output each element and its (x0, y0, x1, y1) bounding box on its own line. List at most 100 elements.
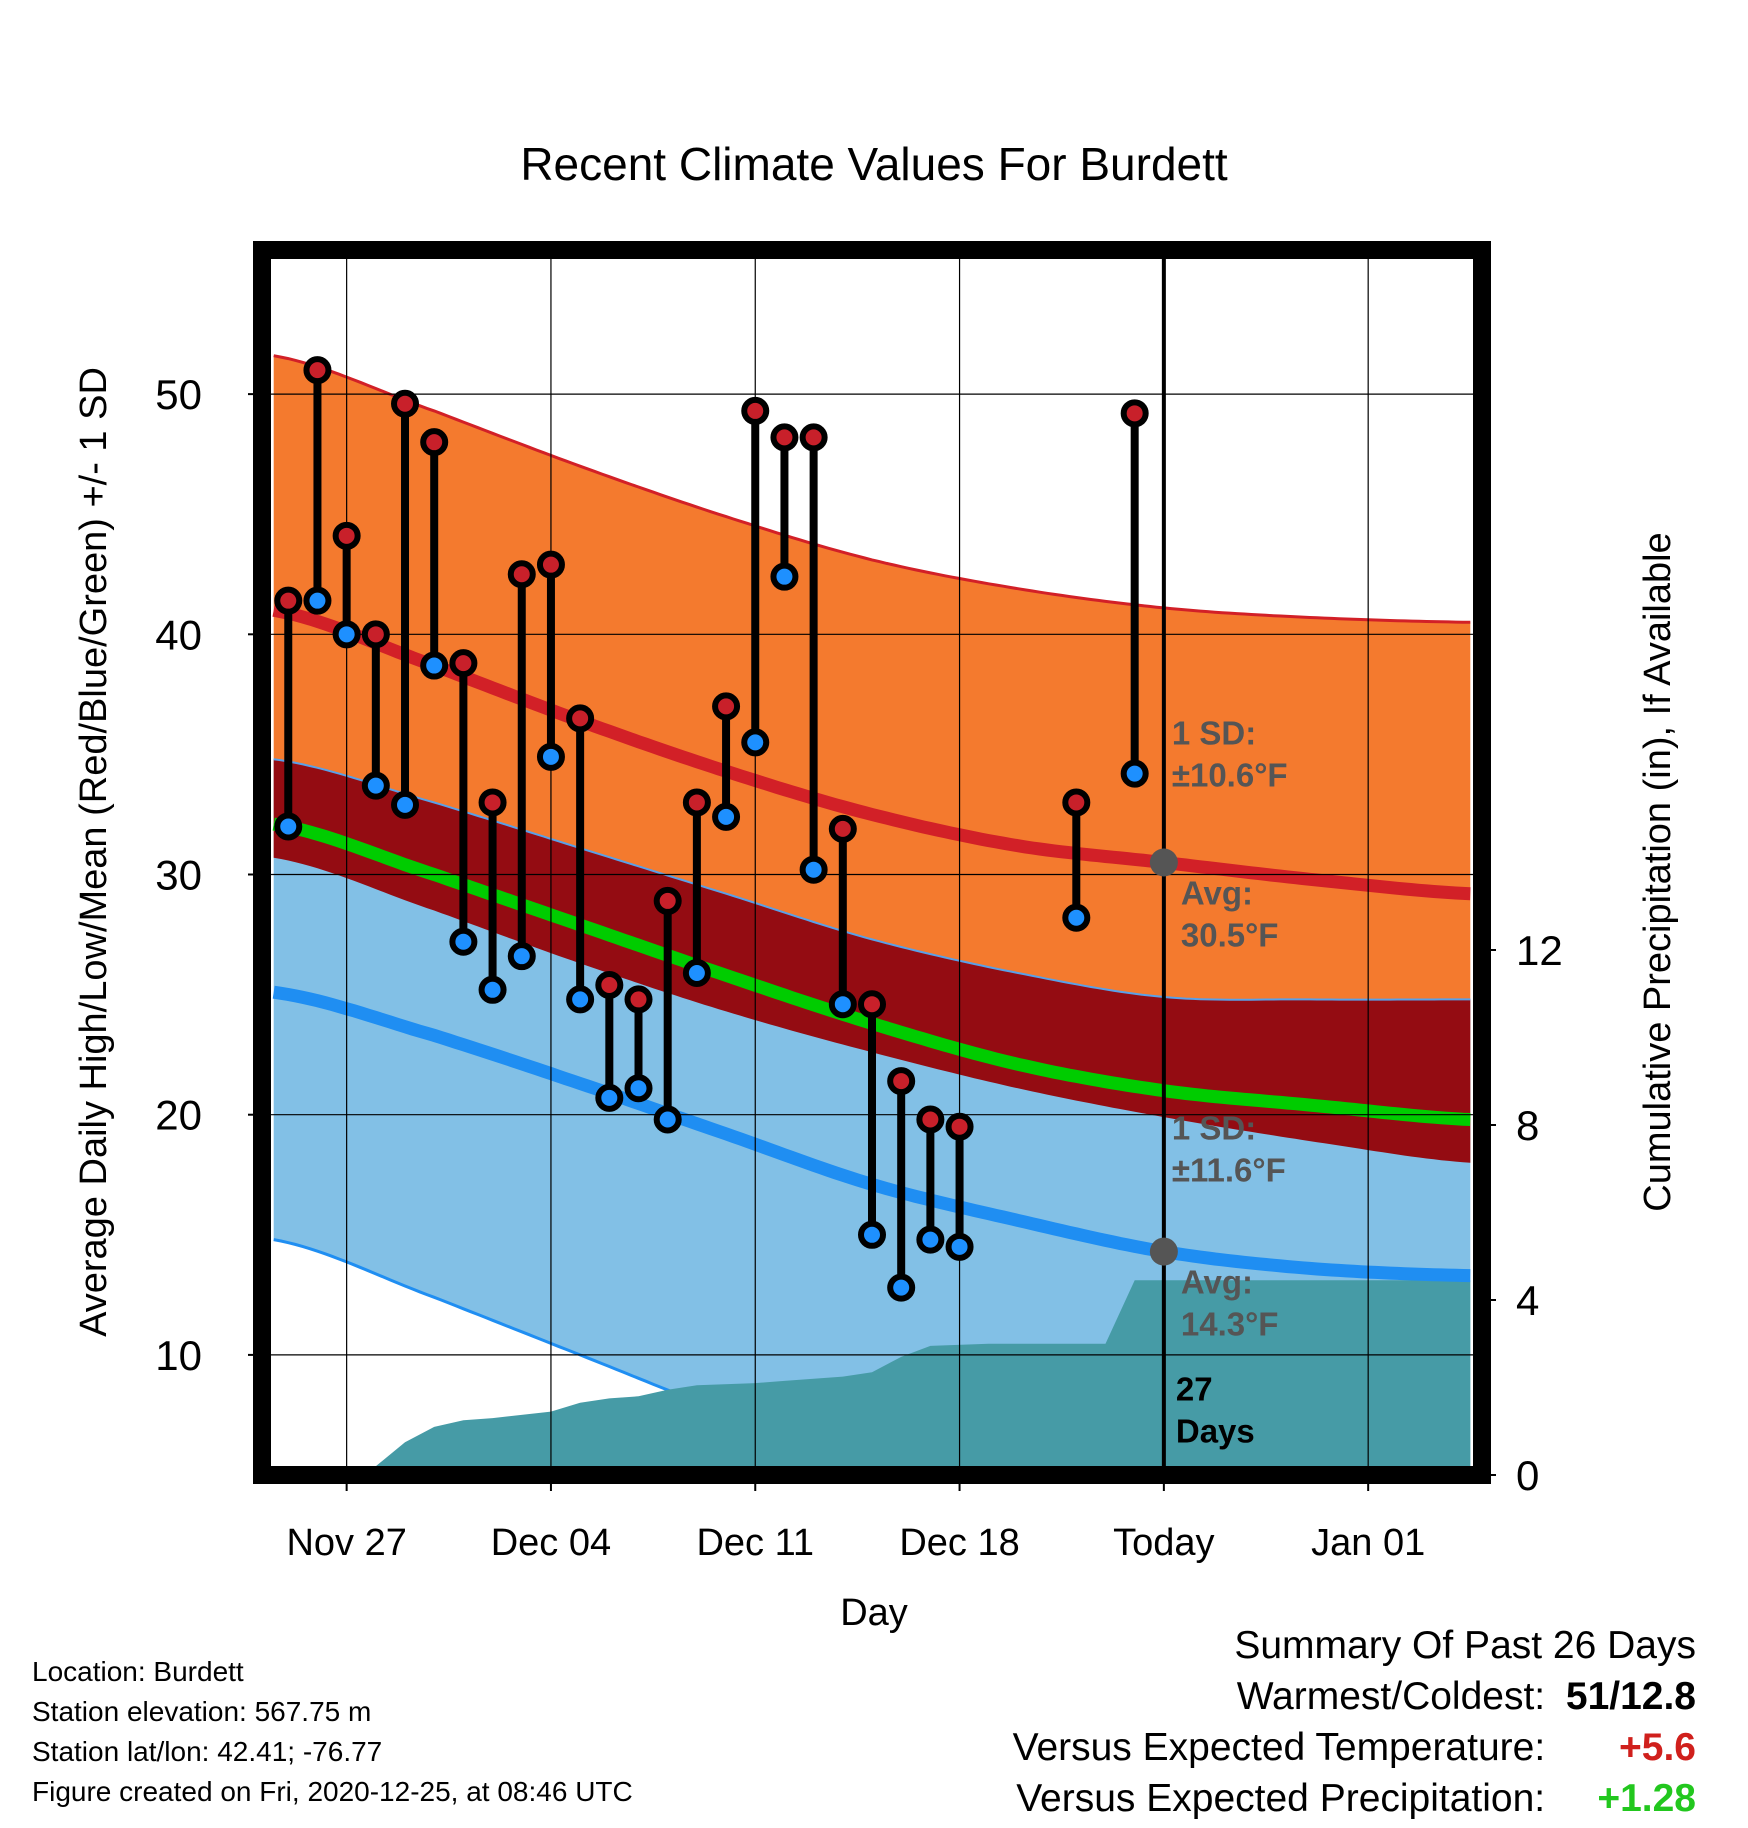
daily-high-point (741, 396, 770, 425)
y-axis-label: Average Daily High/Low/Mean (Red/Blue/Gr… (73, 367, 115, 1337)
daily-high-point (1062, 788, 1091, 817)
temp-label: Versus Expected Temperature: (1012, 1726, 1546, 1769)
low-sd-annotation: ±11.6°F (1172, 1152, 1286, 1189)
daily-high-point (507, 560, 536, 589)
daily-high-point (449, 649, 478, 678)
daily-low-point (653, 1105, 682, 1134)
daily-high-point (799, 423, 828, 452)
daily-high-point (536, 550, 565, 579)
latlon-text: Station lat/lon: 42.41; -76.77 (32, 1736, 383, 1767)
station-info: Location: Burdett Station elevation: 567… (32, 1652, 633, 1812)
x-tick-label: Dec 04 (491, 1522, 611, 1564)
y-tick-label: 10 (155, 1332, 202, 1379)
precip-value: +1.28 (1597, 1777, 1696, 1820)
daily-low-point (478, 975, 507, 1004)
today-low-avg-marker (1149, 1237, 1178, 1266)
daily-high-point (828, 814, 857, 843)
daily-high-point (916, 1105, 945, 1134)
daily-low-point (420, 651, 449, 680)
temp-value: +5.6 (1619, 1726, 1696, 1769)
y2-tick-label: 0 (1516, 1452, 1539, 1499)
summary-precip: Versus Expected Precipitation: +1.28 (1013, 1773, 1696, 1824)
daily-low-point (799, 855, 828, 884)
daily-low-point (449, 927, 478, 956)
summary-warmest: Warmest/Coldest: 51/12.8 (1013, 1671, 1696, 1722)
daily-low-point (507, 942, 536, 971)
daily-low-point (858, 1220, 886, 1249)
daily-high-point (595, 971, 624, 999)
daily-low-point (828, 990, 857, 1019)
daily-low-point (1062, 903, 1091, 932)
low-plus-sd-line (273, 758, 1471, 1001)
daily-high-point (653, 886, 682, 915)
daily-low-point (595, 1083, 624, 1112)
elevation-text: Station elevation: 567.75 m (32, 1696, 372, 1727)
high-sd-band (273, 355, 1471, 1163)
daily-low-point (916, 1225, 945, 1254)
y2-tick-label: 12 (1516, 927, 1563, 974)
high-plus-sd-line (273, 354, 1471, 624)
daily-high-point (1120, 399, 1149, 428)
daily-low-point (361, 771, 390, 800)
daily-low-point (303, 586, 332, 615)
daily-high-point (887, 1067, 916, 1096)
daily-low-point (332, 620, 361, 649)
warmest-label: Warmest/Coldest: (1236, 1675, 1546, 1718)
x-tick-label: Jan 01 (1311, 1522, 1425, 1564)
daily-high-point (391, 389, 420, 418)
daily-high-point (274, 586, 303, 615)
y2-tick-label: 8 (1516, 1102, 1539, 1149)
high-sd-annotation: ±10.6°F (1172, 757, 1288, 794)
overlap-band (273, 759, 1471, 1163)
precip-label: Versus Expected Precipitation: (1016, 1777, 1546, 1820)
summary-panel: Summary Of Past 26 Days Warmest/Coldest:… (1013, 1620, 1696, 1824)
high-avg-annotation: 30.5°F (1181, 917, 1279, 954)
today-high-avg-marker (1149, 848, 1178, 877)
chart-title: Recent Climate Values For Burdett (520, 138, 1228, 190)
daily-high-point (332, 521, 361, 550)
daily-low-point (887, 1273, 916, 1302)
y2-tick-label: 4 (1516, 1277, 1539, 1324)
daily-high-point (624, 985, 653, 1014)
daily-high-point (858, 990, 886, 1019)
low-avg-annotation: 14.3°F (1181, 1306, 1279, 1343)
daily-high-point (945, 1112, 974, 1141)
y-tick-label: 50 (155, 371, 202, 418)
x-axis-label: Day (840, 1592, 908, 1634)
x-tick-label: Nov 27 (286, 1522, 406, 1564)
precipitation-area (273, 1280, 1471, 1475)
daily-high-point (478, 788, 507, 817)
daily-high-point (361, 620, 390, 649)
warmest-value: 51/12.8 (1565, 1675, 1696, 1718)
x-tick-label: Dec 18 (899, 1522, 1019, 1564)
daily-low-point (741, 728, 770, 757)
daily-low-point (624, 1074, 653, 1103)
y-tick-label: 20 (155, 1092, 202, 1139)
created-text: Figure created on Fri, 2020-12-25, at 08… (32, 1776, 633, 1807)
y-tick-label: 40 (155, 611, 202, 658)
daily-high-point (712, 692, 741, 721)
daily-high-point (420, 428, 449, 457)
high-sd-annotation: 1 SD: (1172, 715, 1256, 752)
daily-low-point (770, 562, 799, 591)
days-remaining-annotation: Days (1176, 1413, 1255, 1450)
daily-low-point (682, 958, 711, 987)
x-tick-label: Dec 11 (696, 1522, 814, 1564)
daily-low-point (274, 812, 303, 841)
y2-axis-label: Cumulative Precipitation (in), If Availa… (1637, 532, 1679, 1211)
daily-high-point (566, 704, 595, 733)
plot-frame (253, 241, 1491, 1484)
daily-low-point (391, 790, 420, 819)
low-sd-annotation: 1 SD: (1172, 1110, 1256, 1147)
days-remaining-annotation: 27 (1176, 1371, 1213, 1408)
low-avg-annotation: Avg: (1181, 1264, 1253, 1301)
location-text: Location: Burdett (32, 1656, 244, 1687)
daily-high-point (303, 356, 332, 385)
daily-low-point (712, 802, 741, 831)
daily-low-point (945, 1232, 974, 1261)
daily-low-point (566, 985, 595, 1014)
daily-low-point (1120, 759, 1149, 788)
daily-high-point (682, 788, 711, 817)
summary-temp: Versus Expected Temperature: +5.6 (1013, 1722, 1696, 1773)
